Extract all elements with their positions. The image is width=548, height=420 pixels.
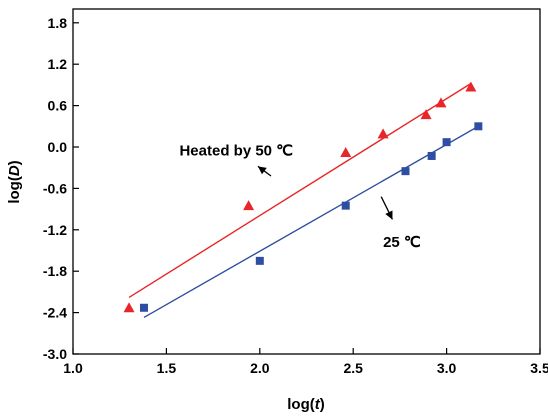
annotation-heated-label: Heated by 50 ℃ (179, 142, 293, 159)
y-axis-label: log(D) (6, 160, 23, 203)
y-axis-ticks: -3.0 -2.4 -1.8 -1.2 -0.6 0.0 0.6 1.2 1.8 (43, 15, 79, 362)
y-tick-label: 0.0 (48, 139, 68, 155)
square-series-fit-line (143, 125, 479, 319)
triangle-marker (243, 200, 255, 211)
triangle-marker (377, 128, 389, 139)
square-marker (401, 167, 410, 176)
x-axis-label-variable: t (315, 396, 321, 413)
square-marker (474, 122, 483, 131)
x-tick-label: 3.0 (437, 360, 457, 376)
y-tick-label: -3.0 (43, 346, 67, 362)
triangle-marker (465, 81, 477, 92)
square-marker (427, 151, 436, 160)
annotation-25c-label: 25 ℃ (383, 234, 421, 251)
square-marker (139, 303, 148, 312)
plot-area-frame (72, 8, 541, 355)
triangle-marker (123, 302, 135, 313)
x-tick-label: 3.5 (530, 360, 548, 376)
data-markers (123, 81, 483, 313)
y-axis-label-suffix: ) (6, 160, 23, 165)
triangle-marker (435, 97, 447, 108)
triangle-marker (340, 147, 352, 158)
x-axis-ticks: 1.0 1.5 2.0 2.5 3.0 3.5 (63, 348, 548, 376)
y-axis-label-variable: D (6, 165, 23, 176)
triangle-marker (420, 109, 432, 120)
x-axis-label: log(t) (287, 396, 325, 413)
x-axis-label-suffix: ) (320, 396, 325, 413)
annotation-arrowhead (385, 210, 393, 220)
y-axis-label-prefix: log( (6, 176, 23, 204)
annotation-arrowhead (257, 166, 267, 175)
y-tick-label: 1.8 (48, 15, 68, 31)
x-axis-label-prefix: log( (287, 396, 315, 413)
y-tick-label: -1.2 (43, 222, 67, 238)
x-tick-label: 2.0 (250, 360, 270, 376)
y-tick-label: -0.6 (43, 180, 67, 196)
square-marker (341, 201, 350, 210)
y-tick-label: -1.8 (43, 263, 67, 279)
x-tick-label: 1.0 (63, 360, 83, 376)
square-marker (255, 256, 264, 265)
triangle-series-fit-line (128, 82, 472, 299)
y-tick-label: 0.6 (48, 98, 68, 114)
square-marker (442, 138, 451, 147)
y-tick-label: -2.4 (43, 305, 67, 321)
fit-lines (128, 82, 479, 319)
y-tick-label: 1.2 (48, 56, 68, 72)
annotations: Heated by 50 ℃ 25 ℃ (179, 142, 420, 251)
x-tick-label: 2.5 (343, 360, 363, 376)
x-tick-label: 1.5 (157, 360, 177, 376)
